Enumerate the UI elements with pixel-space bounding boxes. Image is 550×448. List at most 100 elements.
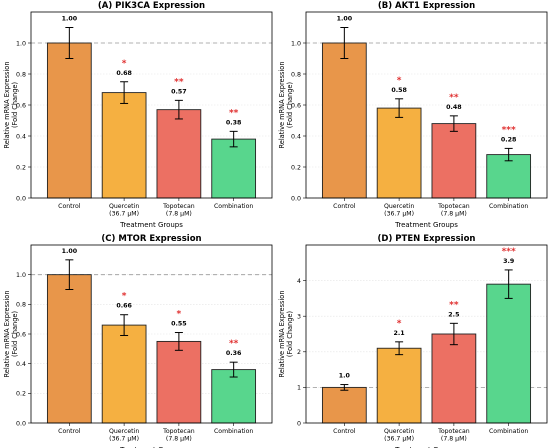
significance-marker: **: [449, 93, 459, 103]
y-tick-label: 0: [297, 420, 301, 427]
chart-panel-2: (B) AKT1 Expression 0.0 0.2 0.4 0.6 0.8 1.0 Rel…: [278, 1, 548, 229]
y-tick-label: 0.8: [16, 302, 26, 309]
y-tick-label: 0.0: [16, 195, 26, 202]
x-tick-label: Control: [333, 203, 356, 210]
bar: [101, 92, 147, 199]
y-axis-label: (Fold Change): [286, 82, 294, 128]
y-tick-label: 0.0: [291, 195, 301, 202]
value-label: 0.48: [446, 104, 462, 111]
y-tick-label: 0.0: [16, 420, 26, 427]
x-tick-label: Topotecan: [437, 203, 470, 210]
x-tick-label: Control: [333, 428, 356, 435]
y-tick-label: 2: [297, 349, 301, 356]
bar: [431, 123, 477, 199]
y-tick-label: 0.2: [291, 164, 301, 171]
x-tick-label: Combination: [489, 203, 528, 210]
y-tick-label: 0.8: [16, 71, 26, 78]
significance-marker: **: [449, 300, 459, 310]
plot-frame: [30, 244, 273, 424]
x-tick-label: Quercetin: [109, 428, 139, 435]
x-axis-label: Treatment Groups: [394, 446, 458, 448]
x-axis-label: Treatment Groups: [119, 221, 183, 229]
y-tick-label: 1.0: [16, 272, 26, 279]
value-label: 1.00: [62, 248, 78, 255]
value-label: 2.5: [448, 311, 459, 318]
x-tick-label: Quercetin: [384, 203, 414, 210]
y-tick-label: 1.0: [291, 40, 301, 47]
bar: [211, 138, 257, 199]
chart-panel-4: (D) PTEN Expression 0 1 2 3 4 Relative mRNA Ex…: [278, 234, 548, 448]
chart-title: (A) PIK3CA Expression: [98, 1, 205, 11]
x-tick-label: (7.8 μM): [441, 211, 467, 218]
plot-frame: [305, 11, 548, 199]
bar: [321, 42, 367, 199]
y-tick-label: 0.4: [16, 361, 26, 368]
chart-title: (B) AKT1 Expression: [378, 1, 475, 11]
significance-marker: *: [397, 319, 402, 329]
y-tick-label: 4: [297, 278, 301, 285]
y-axis-label: (Fold Change): [11, 82, 19, 128]
value-label: 1.00: [62, 16, 78, 23]
y-axis-label: (Fold Change): [11, 311, 19, 357]
value-label: 0.68: [116, 70, 132, 77]
y-axis-label: (Fold Change): [286, 311, 294, 357]
chart-panel-3: (C) MTOR Expression 0.0 0.2 0.4 0.6 0.8 1.0 Rel…: [3, 234, 273, 448]
x-tick-label: Topotecan: [162, 203, 195, 210]
x-tick-label: Control: [58, 203, 81, 210]
chart-title: (C) MTOR Expression: [101, 234, 201, 244]
y-tick-label: 0.6: [16, 331, 26, 338]
significance-marker: **: [229, 339, 239, 349]
x-tick-label: Combination: [489, 428, 528, 435]
x-tick-label: Topotecan: [437, 428, 470, 435]
y-tick-label: 0.2: [16, 391, 26, 398]
x-tick-label: Quercetin: [384, 428, 414, 435]
x-tick-label: (7.8 μM): [166, 211, 192, 218]
significance-marker: *: [122, 292, 127, 302]
bar: [211, 369, 257, 424]
y-tick-label: 1.0: [16, 40, 26, 47]
significance-marker: ***: [502, 125, 516, 135]
bar: [376, 347, 422, 424]
bar: [376, 107, 422, 199]
x-tick-label: (36.7 μM): [109, 436, 139, 443]
value-label: 0.36: [226, 350, 242, 357]
x-tick-label: (7.8 μM): [166, 436, 192, 443]
x-tick-label: (7.8 μM): [441, 436, 467, 443]
y-tick-label: 0.8: [291, 71, 301, 78]
y-tick-label: 0.6: [16, 102, 26, 109]
y-axis-label: Relative mRNA Expression: [3, 290, 11, 377]
significance-marker: **: [174, 77, 184, 87]
x-axis-label: Treatment Groups: [119, 446, 183, 448]
bar: [46, 42, 92, 199]
y-axis-label: Relative mRNA Expression: [278, 290, 286, 377]
x-tick-label: Combination: [214, 203, 253, 210]
significance-marker: *: [397, 76, 402, 86]
x-tick-label: (36.7 μM): [384, 211, 414, 218]
plot-frame: [305, 244, 548, 424]
significance-marker: *: [122, 59, 127, 69]
y-tick-label: 0.4: [291, 133, 301, 140]
value-label: 0.66: [116, 303, 132, 310]
value-label: 0.38: [226, 119, 242, 126]
bar: [486, 154, 532, 199]
y-tick-label: 0.4: [16, 133, 26, 140]
y-tick-label: 1: [297, 385, 301, 392]
significance-marker: **: [229, 108, 239, 118]
x-tick-label: Quercetin: [109, 203, 139, 210]
value-label: 0.28: [501, 136, 517, 143]
x-tick-label: Combination: [214, 428, 253, 435]
bar: [101, 324, 147, 424]
value-label: 2.1: [394, 330, 405, 337]
value-label: 0.57: [171, 88, 187, 95]
y-tick-label: 3: [297, 314, 301, 321]
x-tick-label: Control: [58, 428, 81, 435]
significance-marker: ***: [502, 247, 516, 257]
bar: [431, 333, 477, 424]
value-label: 3.9: [503, 258, 514, 265]
x-tick-label: (36.7 μM): [109, 211, 139, 218]
value-label: 0.58: [391, 87, 407, 94]
value-label: 1.0: [339, 373, 351, 380]
x-tick-label: (36.7 μM): [384, 436, 414, 443]
bar: [321, 386, 367, 424]
